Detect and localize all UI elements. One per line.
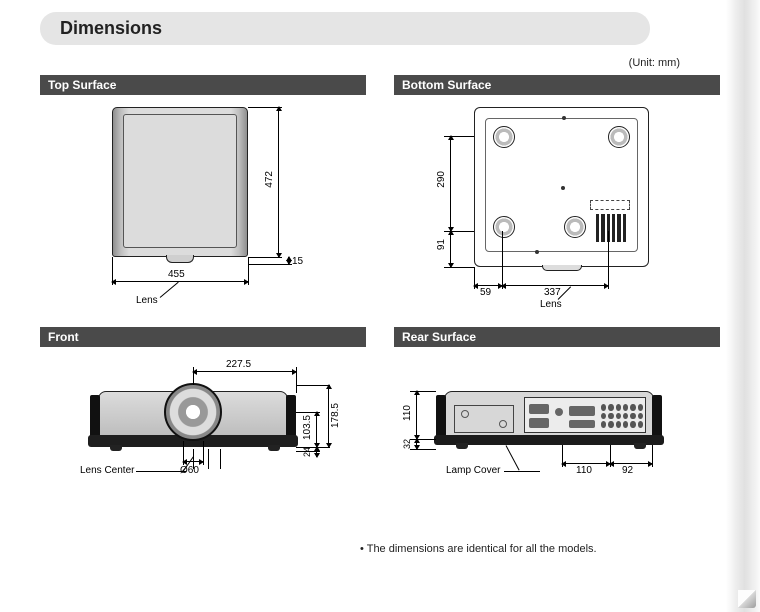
dim-bottom-290: 290 [436,171,447,188]
callout-lamp-cover: Lamp Cover [446,465,500,476]
rear-port-panel [524,397,646,433]
section-title-bottom: Bottom Surface [394,75,720,95]
unit-label: (Unit: mm) [40,57,680,69]
page-corner-curl-icon [738,590,756,608]
dim-rear-92: 92 [622,465,633,476]
section-title-top: Top Surface [40,75,366,95]
diagram-grid: Top Surface 455 472 15 Len [40,75,720,529]
page-title: Dimensions [40,12,650,45]
figure-front: 227.5 178.5 103.5 24 Ø60 [40,353,340,513]
heatsink-icon [596,214,626,242]
dim-front-2275: 227.5 [226,359,251,370]
dim-rear-110h: 110 [576,465,592,476]
dim-rear-110v: 110 [402,405,413,421]
foot-icon [493,126,515,148]
bracket-icon [590,200,630,210]
panel-front: Front 227.5 178.5 [40,327,366,513]
footnote: The dimensions are identical for all the… [360,543,720,555]
dim-top-height: 472 [264,171,275,188]
panel-rear-surface: Rear Surface 110 32 [394,327,720,513]
panel-bottom-surface: Bottom Surface [394,75,720,311]
callout-bottom-lens: Lens [540,299,562,310]
dim-front-1785: 178.5 [330,403,341,428]
figure-bottom-surface: 290 91 59 337 Lens [394,101,694,311]
figure-rear-surface: 110 32 110 92 Lamp Cover [394,353,694,513]
dim-top-lens-protrusion: 15 [292,256,303,267]
projector-top-body [112,107,248,257]
lamp-cover-icon [454,405,514,433]
callout-top-lens: Lens [136,295,158,306]
page-edge-shadow [726,0,760,612]
dim-rear-32: 32 [402,439,412,449]
projector-bottom-body [474,107,649,267]
foot-icon [564,216,586,238]
dim-top-width: 455 [168,269,185,280]
lens-barrel-icon [164,383,222,441]
foot-icon [608,126,630,148]
projector-top-lens [166,255,194,263]
foot-icon [493,216,515,238]
projector-rear-base [434,435,664,445]
projector-bottom-lens [542,265,582,271]
panel-top-surface: Top Surface 455 472 15 Len [40,75,366,311]
dim-front-1035: 103.5 [302,415,313,440]
dim-bottom-337: 337 [544,287,561,298]
dim-front-24: 24 [302,447,312,457]
dim-bottom-91: 91 [436,239,447,250]
figure-top-surface: 455 472 15 Lens [40,101,340,311]
dim-bottom-59: 59 [480,287,491,298]
section-title-front: Front [40,327,366,347]
callout-lens-center: Lens Center [80,465,134,476]
section-title-rear: Rear Surface [394,327,720,347]
